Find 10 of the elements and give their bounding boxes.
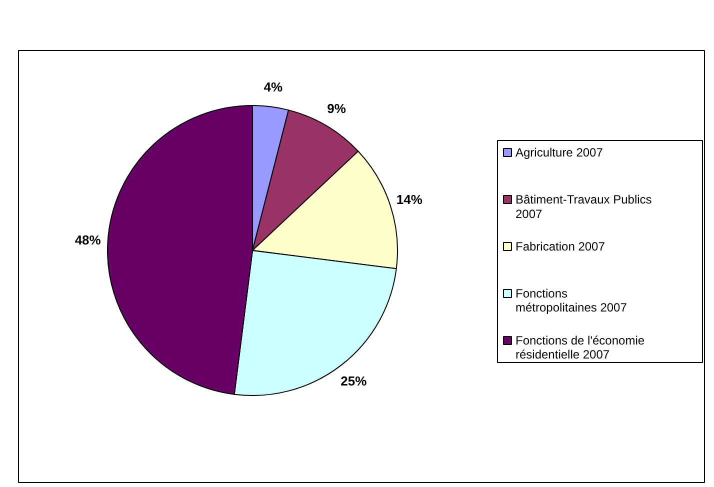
data-label: 14%	[396, 192, 423, 208]
legend-label: Fabrication 2007	[516, 240, 606, 254]
data-label: 9%	[327, 100, 346, 116]
data-label: 48%	[74, 232, 102, 248]
legend-label: Bâtiment-Travaux Publics 2007	[516, 192, 652, 221]
data-label: 25%	[340, 373, 368, 388]
data-label: 4%	[264, 79, 284, 94]
legend-label: Agriculture 2007	[516, 146, 604, 160]
legend-label: Fonctions métropolitaines 2007	[516, 286, 628, 314]
legend-label: Fonctions de l'économie résidentielle 2007	[516, 334, 645, 362]
